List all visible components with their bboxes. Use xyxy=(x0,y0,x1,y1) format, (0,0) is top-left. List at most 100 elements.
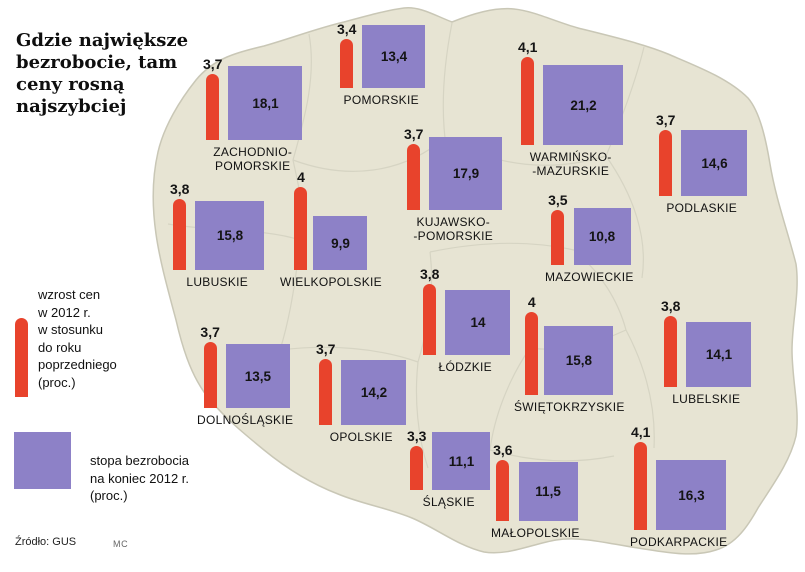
region-data-pair: 4 15,8 xyxy=(525,294,614,395)
price-increase-value: 3,7 xyxy=(656,112,676,128)
price-bar xyxy=(340,39,354,88)
unemployment-value: 14,6 xyxy=(701,155,728,171)
region-data-pair: 3,5 10,8 xyxy=(548,192,631,265)
region-data-pair: 3,8 15,8 xyxy=(170,182,265,270)
unemployment-value: 11,1 xyxy=(448,453,475,469)
region-data-pair: 3,4 13,4 xyxy=(337,22,426,88)
source-note: Źródło: GUS xyxy=(15,536,77,548)
unemployment-square: 10,8 xyxy=(573,208,631,265)
region-label: MAZOWIECKIE xyxy=(545,270,634,284)
region-malopolskie: 3,6 11,5 MAŁOPOLSKIE xyxy=(491,442,580,541)
region-zachodniopomorskie: 3,7 18,1 ZACHODNIO- POMORSKIE xyxy=(203,56,303,173)
unemployment-square: 11,5 xyxy=(518,462,578,521)
region-data-pair: 3,8 14 xyxy=(420,266,511,355)
credit-mark: MC xyxy=(113,539,129,549)
price-increase-value: 3,8 xyxy=(420,266,440,282)
region-label: ZACHODNIO- POMORSKIE xyxy=(213,145,293,173)
price-bar xyxy=(525,312,539,395)
unemployment-square: 14 xyxy=(445,290,511,355)
region-data-pair: 3,7 14,6 xyxy=(656,112,748,196)
unemployment-square: 9,9 xyxy=(313,216,368,270)
region-label: LUBELSKIE xyxy=(672,392,741,406)
unemployment-value: 14 xyxy=(470,315,486,330)
region-label: KUJAWSKO- -POMORSKIE xyxy=(413,215,494,243)
region-data-pair: 4,1 16,3 xyxy=(630,424,727,530)
region-label: OPOLSKIE xyxy=(329,430,393,444)
legend-price-label: wzrost cen w 2012 r. w stosunku do roku … xyxy=(38,287,117,390)
region-data-pair: 3,7 14,2 xyxy=(316,342,407,425)
unemployment-square: 13,4 xyxy=(362,25,426,88)
price-increase-value: 4,1 xyxy=(630,424,651,440)
price-bar xyxy=(206,74,220,140)
price-bar xyxy=(521,57,535,145)
unemployment-square: 13,5 xyxy=(225,344,290,408)
price-increase-value: 3,8 xyxy=(661,298,681,314)
region-label: ŚWIĘTOKRZYSKIE xyxy=(514,400,625,414)
price-bar xyxy=(294,187,308,270)
unemployment-square: 15,8 xyxy=(544,326,614,395)
unemployment-value: 13,5 xyxy=(244,368,272,384)
unemployment-value: 18,1 xyxy=(252,95,279,111)
unemployment-value: 11,5 xyxy=(535,484,561,499)
unemployment-square: 17,9 xyxy=(429,137,503,210)
unemployment-square: 15,8 xyxy=(195,201,265,270)
region-label: WARMIŃSKO- -MAZURSKIE xyxy=(529,150,612,178)
region-label: DOLNOŚLĄSKIE xyxy=(197,413,294,427)
price-bar xyxy=(410,446,424,490)
region-data-pair: 3,7 17,9 xyxy=(404,126,503,210)
region-lubuskie: 3,8 15,8 LUBUSKIE xyxy=(170,182,265,289)
region-label: PODKARPACKIE xyxy=(630,535,728,549)
unemployment-value: 9,9 xyxy=(331,235,350,251)
unemployment-value: 13,4 xyxy=(380,49,408,64)
price-bar xyxy=(407,144,421,210)
legend-unemployment-label: stopa bezrobocia na koniec 2012 r. (proc… xyxy=(90,453,190,503)
region-warminsko-mazurskie: 4,1 21,2 WARMIŃSKO- -MAZURSKIE xyxy=(518,40,624,178)
unemployment-square: 11,1 xyxy=(432,432,491,490)
region-lubelskie: 3,8 14,1 LUBELSKIE xyxy=(661,298,752,406)
region-kujawsko-pomorskie: 3,7 17,9 KUJAWSKO- -POMORSKIE xyxy=(404,126,503,243)
price-bar xyxy=(173,199,187,270)
price-increase-value: 4 xyxy=(297,169,305,185)
region-label: LUBUSKIE xyxy=(186,275,249,289)
price-bar xyxy=(664,316,678,387)
region-label: WIELKOPOLSKIE xyxy=(280,275,382,289)
region-dolnoslaskie: 3,7 13,5 DOLNOŚLĄSKIE xyxy=(197,324,294,428)
unemployment-value: 21,2 xyxy=(570,97,597,113)
price-increase-value: 3,5 xyxy=(548,192,568,208)
unemployment-value: 14,2 xyxy=(360,385,388,400)
region-data-pair: 3,7 18,1 xyxy=(203,56,303,140)
unemployment-square: 14,2 xyxy=(341,360,407,425)
price-bar xyxy=(319,359,333,425)
unemployment-value: 14,1 xyxy=(705,347,733,362)
region-data-pair: 4 9,9 xyxy=(294,169,368,270)
price-increase-value: 3,6 xyxy=(493,442,513,458)
unemployment-square: 14,1 xyxy=(686,322,752,387)
region-label: ŚLĄSKIE xyxy=(422,495,475,509)
unemployment-value: 15,8 xyxy=(565,353,592,368)
price-bar xyxy=(634,442,648,530)
region-pomorskie: 3,4 13,4 POMORSKIE xyxy=(337,22,426,107)
price-increase-value: 4 xyxy=(527,294,536,310)
price-increase-value: 3,3 xyxy=(407,428,427,444)
price-bar xyxy=(551,210,565,265)
region-opolskie: 3,7 14,2 OPOLSKIE xyxy=(316,342,407,444)
unemployment-square: 14,6 xyxy=(681,130,748,196)
price-increase-value: 3,7 xyxy=(203,56,223,72)
legend-unemployment-square-icon xyxy=(14,432,71,489)
unemployment-value: 16,3 xyxy=(678,487,705,503)
region-slaskie: 3,3 11,1 ŚLĄSKIE xyxy=(407,428,491,509)
region-label: PODLASKIE xyxy=(666,201,738,215)
region-data-pair: 3,6 11,5 xyxy=(493,442,578,521)
price-increase-value: 3,7 xyxy=(404,126,424,142)
unemployment-square: 16,3 xyxy=(656,460,727,530)
region-podlaskie: 3,7 14,6 PODLASKIE xyxy=(656,112,748,215)
region-podkarpackie: 4,1 16,3 PODKARPACKIE xyxy=(630,424,728,550)
region-swietokrzyskie: 4 15,8 ŚWIĘTOKRZYSKIE xyxy=(514,294,625,415)
price-increase-value: 3,7 xyxy=(200,324,220,340)
region-data-pair: 3,8 14,1 xyxy=(661,298,752,387)
region-wielkopolskie: 4 9,9 WIELKOPOLSKIE xyxy=(280,169,382,290)
unemployment-value: 17,9 xyxy=(452,166,480,181)
region-label: ŁÓDZKIE xyxy=(438,360,492,374)
region-data-pair: 3,3 11,1 xyxy=(407,428,491,490)
